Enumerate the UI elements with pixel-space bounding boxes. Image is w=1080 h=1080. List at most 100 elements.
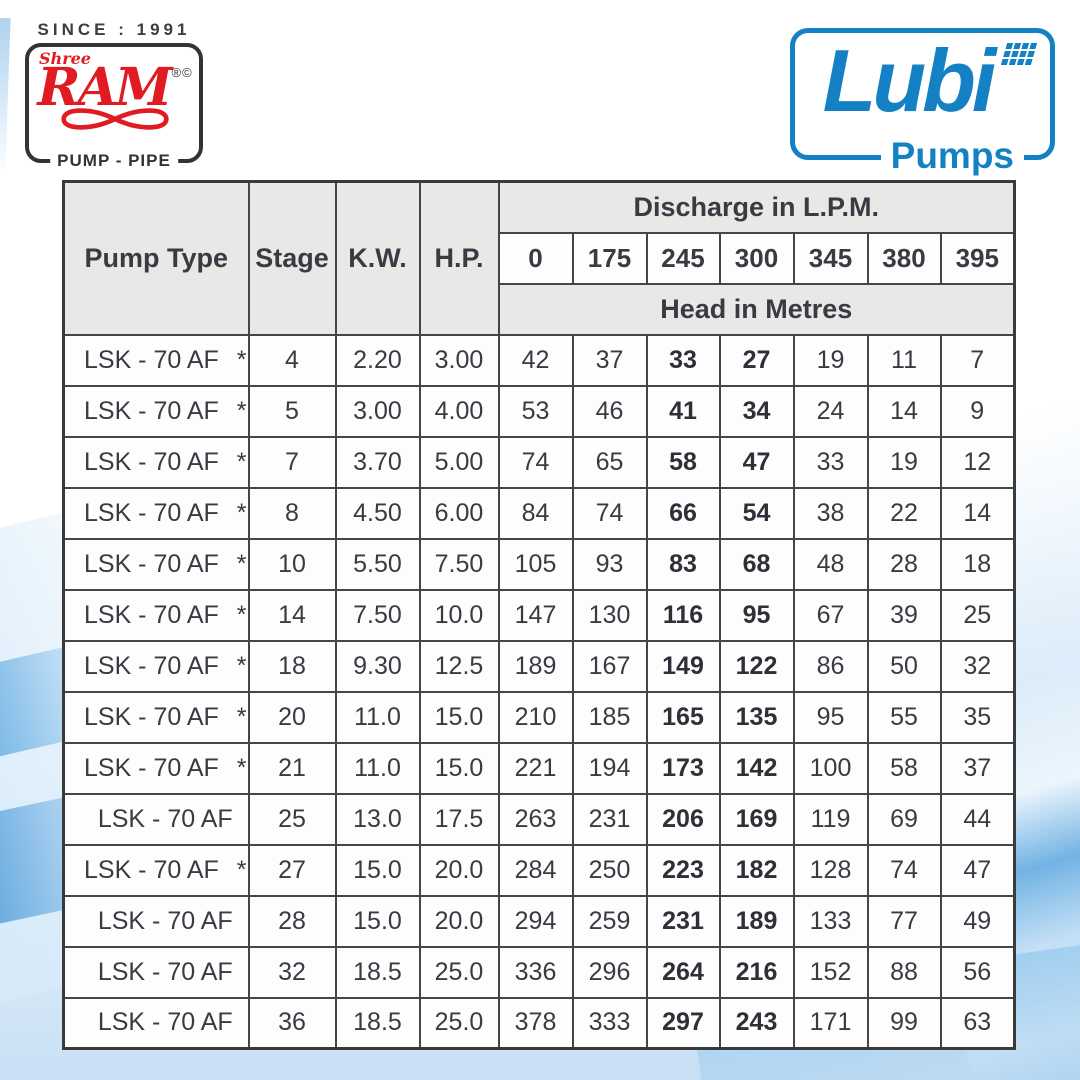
pump-type-cell: LSK - 70 AF * bbox=[62, 537, 250, 591]
col-header-hp: H.P. bbox=[418, 180, 500, 336]
table-row: LSK - 70 AF * 21 11.0 15.0 221 194 173 142 100 58 3… bbox=[62, 741, 1016, 795]
head-value-cell: 9 bbox=[939, 384, 1016, 438]
shree-ram-logo: SINCE : 1991 Shree RAM ®© PUMP - PIPE bbox=[25, 20, 203, 171]
head-value-cell: 167 bbox=[571, 639, 648, 693]
pump-type-cell: LSK - 70 AF * bbox=[62, 741, 250, 795]
head-value-cell: 210 bbox=[497, 690, 574, 744]
ram-wordmark: RAM bbox=[37, 57, 172, 118]
head-value-cell: 173 bbox=[645, 741, 721, 795]
head-value-cell: 50 bbox=[866, 639, 942, 693]
head-value-cell: 297 bbox=[645, 996, 721, 1050]
head-value-cell: 68 bbox=[718, 537, 795, 591]
head-value-cell: 250 bbox=[571, 843, 648, 897]
hp-cell: 3.00 bbox=[418, 333, 500, 387]
ram-wordmark-row: RAM ®© bbox=[37, 57, 193, 118]
pump-pipe-text: PUMP - PIPE bbox=[50, 151, 178, 171]
kw-cell: 9.30 bbox=[334, 639, 421, 693]
asterisk-mark: * bbox=[236, 702, 247, 731]
table-row: LSK - 70 AF * 8 4.50 6.00 84 74 66 54 38 22 14 bbox=[62, 486, 1016, 540]
head-value-cell: 84 bbox=[497, 486, 574, 540]
col-header-discharge: Discharge in L.P.M. bbox=[497, 180, 1016, 234]
hp-cell: 25.0 bbox=[418, 945, 500, 999]
head-value-cell: 223 bbox=[645, 843, 721, 897]
head-value-cell: 27 bbox=[718, 333, 795, 387]
table-row: LSK - 70 AF * 27 15.0 20.0 284 250 223 182 128 74 4… bbox=[62, 843, 1016, 897]
table-row: LSK - 70 AF * 7 3.70 5.00 74 65 58 47 33 19 12 bbox=[62, 435, 1016, 489]
head-value-cell: 182 bbox=[718, 843, 795, 897]
head-value-cell: 7 bbox=[939, 333, 1016, 387]
discharge-value: 345 bbox=[792, 231, 869, 285]
head-value-cell: 95 bbox=[718, 588, 795, 642]
kw-cell: 15.0 bbox=[334, 894, 421, 948]
table-row: LSK - 70 AF 28 15.0 20.0 294 259 231 189 133 77 49 bbox=[62, 894, 1016, 948]
infinity-flourish-icon bbox=[61, 108, 169, 131]
pump-name-text: LSK - 70 AF bbox=[83, 651, 219, 680]
table-row: LSK - 70 AF 36 18.5 25.0 378 333 297 243 171 99 63 bbox=[62, 996, 1016, 1050]
head-value-cell: 24 bbox=[792, 384, 869, 438]
pump-type-cell: LSK - 70 AF * bbox=[62, 384, 250, 438]
asterisk-mark: * bbox=[236, 600, 247, 629]
head-value-cell: 171 bbox=[792, 996, 869, 1050]
col-header-stage: Stage bbox=[247, 180, 337, 336]
pump-type-cell: LSK - 70 AF * bbox=[62, 588, 250, 642]
head-value-cell: 135 bbox=[718, 690, 795, 744]
head-value-cell: 231 bbox=[571, 792, 648, 846]
head-value-cell: 25 bbox=[939, 588, 1016, 642]
table-row: LSK - 70 AF 32 18.5 25.0 336 296 264 216 152 88 56 bbox=[62, 945, 1016, 999]
pump-spec-table: Pump Type Stage K.W. H.P. Discharge in L… bbox=[62, 180, 1017, 1050]
head-value-cell: 93 bbox=[571, 537, 648, 591]
stage-cell: 10 bbox=[247, 537, 337, 591]
kw-cell: 2.20 bbox=[334, 333, 421, 387]
top-left-blue-sliver bbox=[0, 17, 11, 169]
stage-cell: 36 bbox=[247, 996, 337, 1050]
discharge-value: 245 bbox=[645, 231, 721, 285]
registered-copyright-icons: ®© bbox=[171, 65, 193, 80]
hp-cell: 4.00 bbox=[418, 384, 500, 438]
head-value-cell: 55 bbox=[866, 690, 942, 744]
since-1991-text: SINCE : 1991 bbox=[37, 20, 191, 39]
head-value-cell: 99 bbox=[866, 996, 942, 1050]
asterisk-mark: * bbox=[236, 753, 247, 782]
hp-cell: 25.0 bbox=[418, 996, 500, 1050]
stage-cell: 14 bbox=[247, 588, 337, 642]
stage-cell: 18 bbox=[247, 639, 337, 693]
table-row: LSK - 70 AF * 20 11.0 15.0 210 185 165 135 95 55 35 bbox=[62, 690, 1016, 744]
asterisk-mark: * bbox=[236, 447, 247, 476]
kw-cell: 3.70 bbox=[334, 435, 421, 489]
table-row: LSK - 70 AF * 18 9.30 12.5 189 167 149 122 86 50 32 bbox=[62, 639, 1016, 693]
kw-cell: 3.00 bbox=[334, 384, 421, 438]
kw-cell: 4.50 bbox=[334, 486, 421, 540]
kw-cell: 13.0 bbox=[334, 792, 421, 846]
head-value-cell: 152 bbox=[792, 945, 869, 999]
header-row-top: Pump Type Stage K.W. H.P. Discharge in L… bbox=[62, 180, 1016, 336]
table-row: LSK - 70 AF 25 13.0 17.5 263 231 206 169 119 69 44 bbox=[62, 792, 1016, 846]
head-value-cell: 263 bbox=[497, 792, 574, 846]
head-value-cell: 221 bbox=[497, 741, 574, 795]
stage-cell: 28 bbox=[247, 894, 337, 948]
head-value-cell: 77 bbox=[866, 894, 942, 948]
table-row: LSK - 70 AF * 14 7.50 10.0 147 130 116 95 67 39 25 bbox=[62, 588, 1016, 642]
pump-type-cell: LSK - 70 AF * bbox=[62, 486, 250, 540]
stage-cell: 7 bbox=[247, 435, 337, 489]
hp-cell: 17.5 bbox=[418, 792, 500, 846]
hp-cell: 20.0 bbox=[418, 894, 500, 948]
kw-cell: 18.5 bbox=[334, 996, 421, 1050]
hp-cell: 20.0 bbox=[418, 843, 500, 897]
head-value-cell: 189 bbox=[718, 894, 795, 948]
pump-type-cell: LSK - 70 AF * bbox=[62, 435, 250, 489]
head-value-cell: 37 bbox=[939, 741, 1016, 795]
hp-cell: 7.50 bbox=[418, 537, 500, 591]
table-row: LSK - 70 AF * 4 2.20 3.00 42 37 33 27 19 11 7 bbox=[62, 333, 1016, 387]
shree-text: Shree bbox=[39, 49, 91, 68]
pump-name-text: LSK - 70 AF bbox=[83, 345, 219, 374]
head-value-cell: 333 bbox=[571, 996, 648, 1050]
stage-cell: 5 bbox=[247, 384, 337, 438]
head-value-cell: 100 bbox=[792, 741, 869, 795]
asterisk-mark: * bbox=[236, 396, 247, 425]
head-value-cell: 264 bbox=[645, 945, 721, 999]
head-value-cell: 37 bbox=[571, 333, 648, 387]
head-value-cell: 65 bbox=[571, 435, 648, 489]
hp-cell: 10.0 bbox=[418, 588, 500, 642]
pump-name-text: LSK - 70 AF bbox=[83, 702, 219, 731]
head-value-cell: 130 bbox=[571, 588, 648, 642]
